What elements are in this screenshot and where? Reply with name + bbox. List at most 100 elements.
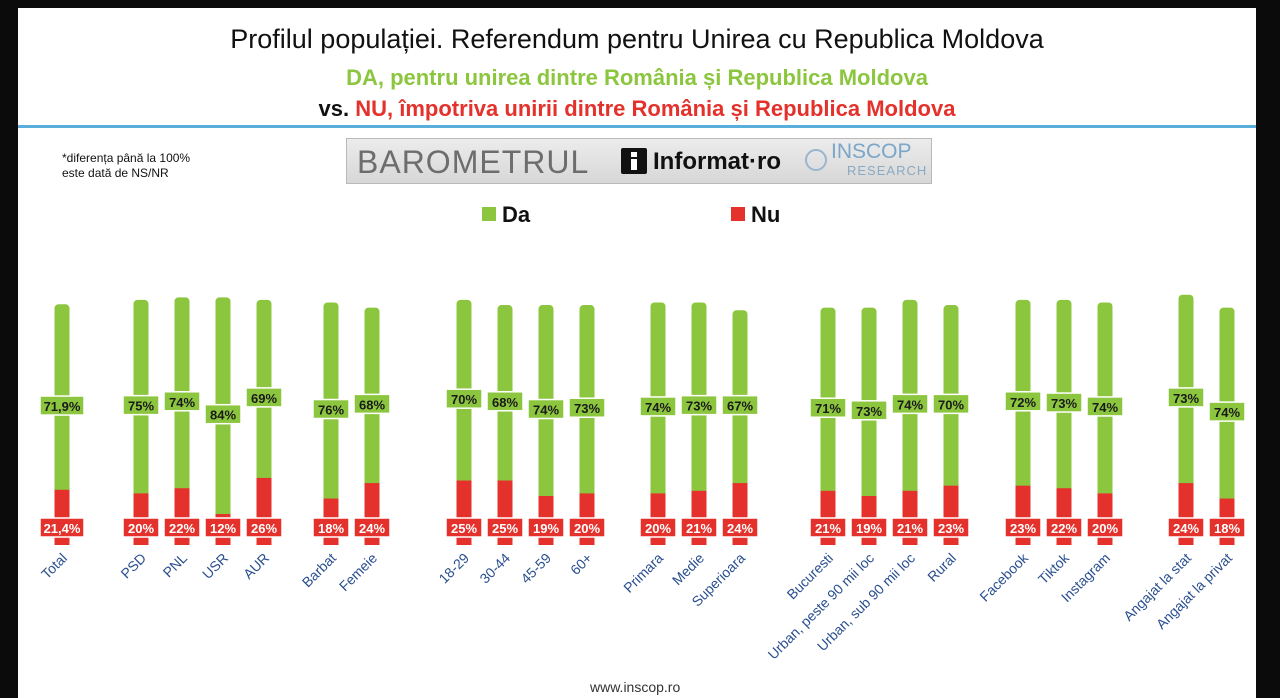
label-nu-0: 21,4% [44,521,81,536]
label-box-da-10 [568,397,606,418]
label-nu-5: 18% [318,521,344,536]
category-label-22: Angajat la privat [1153,550,1235,632]
label-box-nu-1 [122,517,160,538]
label-da-6: 68% [359,397,385,412]
label-nu-17: 23% [938,521,964,536]
label-box-nu-3 [204,517,242,538]
footnote: *diferența până la 100% este dată de NS/… [62,151,190,181]
label-nu-14: 21% [815,521,841,536]
label-box-da-3 [204,403,242,425]
footnote-line-2: este dată de NS/NR [62,166,169,180]
category-label-6: Femeie [336,550,380,594]
label-da-5: 76% [318,403,344,418]
legend-swatch-nu [731,207,745,222]
label-da-0: 71,9% [44,399,81,414]
label-da-8: 68% [492,395,518,410]
label-box-nu-22 [1208,517,1246,538]
label-box-nu-10 [568,517,606,538]
label-nu-3: 12% [210,521,236,536]
label-box-nu-19 [1045,517,1083,538]
label-da-11: 74% [645,400,671,415]
label-da-16: 74% [897,397,923,412]
label-box-da-4 [245,387,283,408]
label-box-da-11 [639,396,677,417]
label-da-10: 73% [574,401,600,416]
label-box-nu-9 [527,517,565,538]
label-box-nu-0 [39,517,85,538]
label-box-da-17 [932,393,970,415]
subtitle-nu: NU, împotriva unirii dintre România și R… [355,96,956,121]
label-box-da-13 [721,394,759,416]
label-box-nu-8 [486,517,524,538]
label-da-4: 69% [251,391,277,406]
label-box-da-8 [486,391,524,412]
informat-info-icon [621,148,647,174]
category-label-1: PSD [117,550,149,582]
label-da-19: 73% [1051,396,1077,411]
label-nu-18: 23% [1010,521,1036,536]
category-label-12: Medie [669,550,707,588]
legend-item-da: Da [482,202,530,228]
label-da-15: 73% [856,404,882,419]
label-box-da-7 [445,388,483,409]
header-divider [18,125,1256,128]
label-box-da-0 [39,395,85,416]
label-nu-20: 20% [1092,521,1118,536]
label-nu-1: 20% [128,521,154,536]
label-nu-6: 24% [359,521,385,536]
label-box-da-2 [163,391,201,412]
label-da-7: 70% [451,392,477,407]
label-box-da-22 [1208,401,1246,422]
footnote-line-1: *diferența până la 100% [62,151,191,165]
label-box-da-20 [1086,396,1124,417]
label-nu-4: 26% [251,521,277,536]
label-box-da-18 [1004,391,1042,412]
category-label-11: Primara [620,550,666,596]
category-label-7: 18-29 [435,550,472,587]
label-box-nu-12 [680,517,718,538]
label-da-3: 84% [210,408,236,423]
inscop-satellite-icon [805,149,827,171]
label-da-18: 72% [1010,395,1036,410]
barometrul-logo-text: BAROMETRUL [357,144,590,180]
label-nu-16: 21% [897,521,923,536]
label-box-nu-17 [932,517,970,538]
chart-title: Profilul populației. Referendum pentru U… [230,24,1044,54]
category-label-10: 60+ [567,550,595,578]
informat-logo-text: Informat·ro [653,148,781,175]
label-nu-21: 24% [1173,521,1199,536]
label-box-nu-2 [163,517,201,538]
label-box-da-19 [1045,392,1083,413]
label-box-da-16 [891,393,929,415]
category-label-5: Barbat [299,550,340,591]
label-box-da-1 [122,394,160,416]
subtitle-vs: vs. [318,96,350,121]
legend-label-nu: Nu [751,202,781,227]
category-label-17: Rural [924,550,959,585]
label-nu-12: 21% [686,521,712,536]
label-da-1: 75% [128,399,154,414]
category-label-2: PNL [160,550,191,581]
label-box-da-9 [527,398,565,420]
label-nu-22: 18% [1214,521,1240,536]
stacked-bar-chart: 71,9% 21,4% Total 75% 20% PSD 74% 22% PNL 84% 12% U… [38,294,1246,662]
label-nu-11: 20% [645,521,671,536]
label-box-nu-5 [312,517,350,538]
label-box-nu-6 [353,517,391,538]
label-da-21: 73% [1173,391,1199,406]
label-box-nu-20 [1086,517,1124,538]
label-nu-2: 22% [169,521,195,536]
label-box-nu-16 [891,517,929,538]
label-box-da-6 [353,393,391,415]
label-da-20: 74% [1092,400,1118,415]
category-label-3: USR [199,550,231,582]
label-da-13: 67% [727,399,753,414]
label-box-da-5 [312,398,350,420]
label-nu-19: 22% [1051,521,1077,536]
label-da-14: 71% [815,401,841,416]
label-box-da-21 [1167,387,1205,408]
label-nu-15: 19% [856,521,882,536]
category-label-0: Total [38,550,70,582]
subtitle-da: DA, pentru unirea dintre România și Repu… [346,65,928,90]
legend-swatch-da [482,207,496,222]
